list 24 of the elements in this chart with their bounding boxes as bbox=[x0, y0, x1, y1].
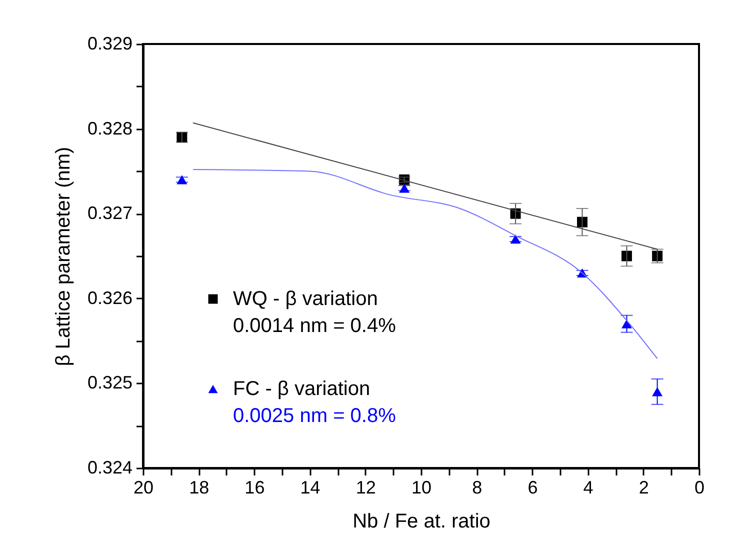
y-tick-label: 0.327 bbox=[87, 203, 132, 224]
x-axis-title: Nb / Fe at. ratio bbox=[352, 510, 490, 532]
legend-label: FC - β variation bbox=[233, 378, 370, 400]
x-tick-label: 2 bbox=[638, 478, 649, 498]
annotation: 0.0025 nm = 0.8% bbox=[233, 405, 396, 427]
y-tick-label: 0.325 bbox=[87, 372, 132, 393]
x-tick-label: 4 bbox=[583, 478, 594, 498]
x-tick-label: 12 bbox=[356, 478, 376, 498]
y-tick-label: 0.328 bbox=[87, 118, 132, 138]
legend-label: WQ - β variation bbox=[233, 288, 378, 310]
y-tick-label: 0.324 bbox=[87, 458, 132, 478]
x-tick-label: 16 bbox=[244, 478, 265, 498]
y-tick-label: 0.326 bbox=[87, 288, 132, 308]
x-tick-label: 8 bbox=[472, 478, 482, 498]
line-series bbox=[192, 169, 658, 360]
x-tick-label: 0 bbox=[694, 478, 705, 498]
x-tick-label: 18 bbox=[189, 478, 210, 498]
x-tick-label: 6 bbox=[528, 478, 538, 498]
x-tick-label: 10 bbox=[411, 478, 432, 498]
x-tick-label: 20 bbox=[133, 478, 154, 498]
annotation: 0.0014 nm = 0.4% bbox=[233, 315, 396, 337]
y-tick-label: 0.329 bbox=[87, 34, 132, 54]
y-axis-title: β Lattice parameter (nm) bbox=[52, 146, 74, 366]
x-tick-label: 14 bbox=[300, 478, 320, 498]
